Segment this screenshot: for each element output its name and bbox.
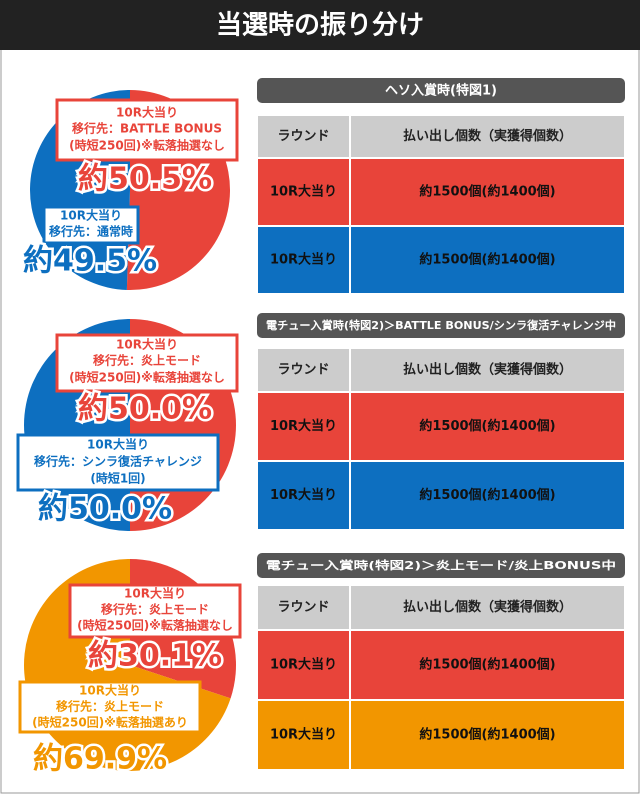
table-cell: 約1500個(約1400個) [419,252,555,268]
callout-text: 移行先：シンラ復活チャレンジ [34,454,202,469]
table-cell: 約1500個(約1400個) [419,418,555,434]
section-heading: 電チュー入賞時(特図2)＞BATTLE BONUS/シンラ復活チャレンジ中 [266,318,616,332]
table-row [256,699,626,771]
table-cell: 10R大当り [270,657,337,673]
table-row [256,629,626,701]
callout-box [55,98,239,162]
percent-label: 約49.5% [23,244,157,279]
callout-text: 移行先：通常時 [49,224,133,239]
section-heading-bar [257,78,625,103]
callout-text: (時短1回) [90,471,145,486]
table-cell: 10R大当り [270,727,337,743]
callout-text: (時短250回)※転落抽選なし [69,370,225,385]
callout-text: 10R大当り [116,337,178,352]
table-cell: 約1500個(約1400個) [419,657,555,673]
section-heading-bar [257,313,625,338]
table-cell: 10R大当り [270,418,337,434]
table-row [256,460,626,531]
callout-text: 移行先：炎上モード [56,699,164,714]
table-header-cell: 払い出し個数（実獲得個数） [403,128,572,144]
table-header-cell: 払い出し個数（実獲得個数） [403,599,572,615]
callout-text: (時短250回)※転落抽選なし [77,618,233,633]
callout-box [42,205,140,245]
callout-box [68,583,242,639]
section-heading-bar [257,553,625,578]
table-header [256,347,626,393]
table-header-cell: ラウンド [277,600,329,615]
header-band [0,0,640,50]
table-cell: 10R大当り [270,487,337,503]
table-header [256,114,626,159]
percent-label: 約50.5% [78,162,212,197]
percent-label: 約50.0% [38,492,172,527]
percent-label: 約30.1% [88,639,222,674]
callout-text: (時短250回)※転落抽選なし [69,138,225,153]
callout-text: 10R大当り [60,208,122,223]
page-title: 当選時の振り分け [216,11,424,41]
table-cell: 約1500個(約1400個) [419,184,555,200]
callout-box [18,680,202,734]
section-heading: ヘソ入賞時(特図1) [385,83,497,99]
callout-text: (時短250回)※転落抽選あり [32,715,188,730]
table-header-cell: ラウンド [277,363,329,378]
table-cell: 約1500個(約1400個) [419,487,555,503]
percent-label: 約69.9% [33,742,167,777]
percent-label: 約50.0% [78,392,212,427]
callout-text: 10R大当り [116,105,178,120]
callout-text: 移行先：炎上モード [93,353,201,368]
table-cell: 10R大当り [270,252,337,268]
table-cell: 10R大当り [270,184,337,200]
callout-text: 移行先：BATTLE BONUS [72,121,222,136]
table-cell: 約1500個(約1400個) [419,727,555,743]
callout-text: 10R大当り [79,683,141,698]
callout-text: 10R大当り [124,586,186,601]
table-header-cell: ラウンド [277,129,329,144]
callout-box [16,433,220,492]
section-heading: 電チュー入賞時(特図2)＞炎上モード/炎上BONUS中 [266,558,616,572]
table-header [256,584,626,631]
callout-box [55,333,239,393]
table-row [256,225,626,295]
table-header-cell: 払い出し個数（実獲得個数） [403,362,572,378]
callout-text: 移行先：炎上モード [101,602,209,617]
callout-text: 10R大当り [87,437,149,452]
